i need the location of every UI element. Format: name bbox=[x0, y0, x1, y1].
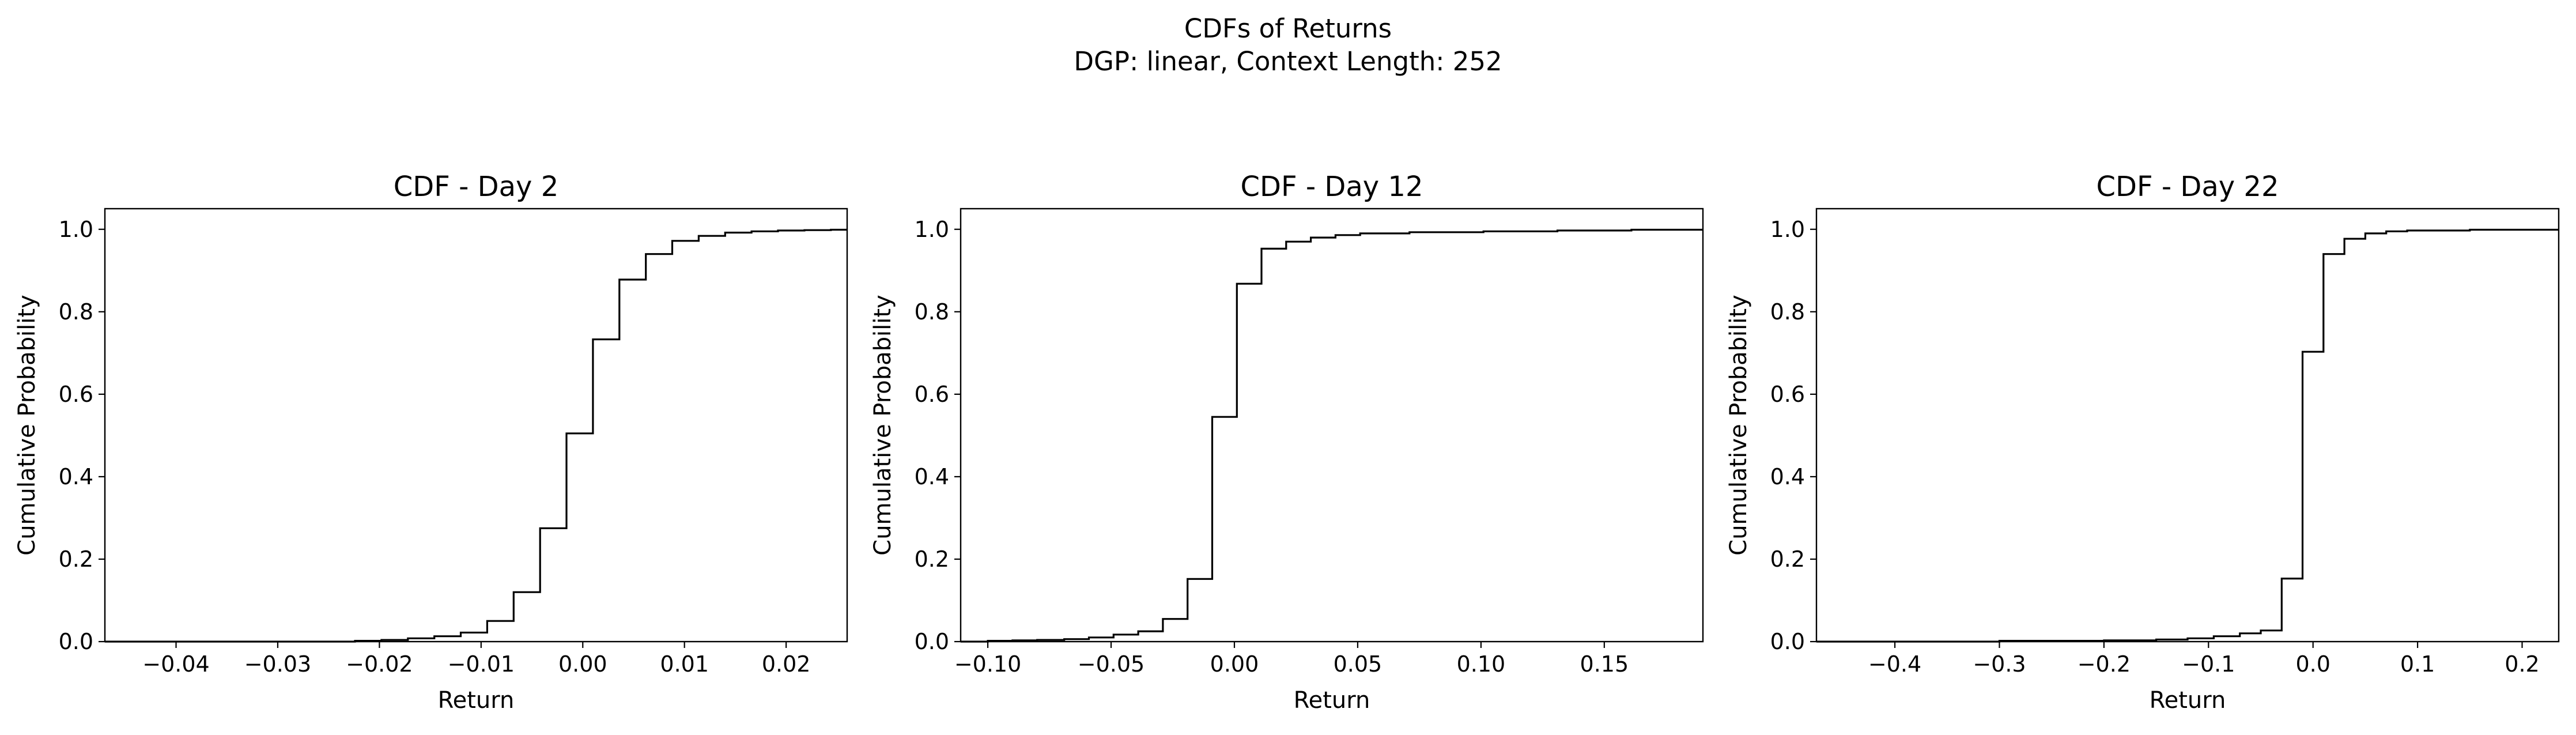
cdf-panel-day-12: CDF - Day 12 −0.10 −0.05 0.00 0.05 0.10 0.15 0.… bbox=[870, 171, 1704, 714]
x-tick-label: 0.00 bbox=[558, 651, 607, 677]
x-tick-label: 0.00 bbox=[1210, 651, 1259, 677]
y-axis-label: Cumulative Probability bbox=[870, 295, 896, 555]
cdf-step-line bbox=[105, 228, 847, 643]
figure-title: CDFs of Returns bbox=[1184, 13, 1392, 44]
y-tick-label: 0.0 bbox=[59, 629, 93, 654]
cdf-panel-day-22: CDF - Day 22 −0.4 −0.3 −0.2 −0.1 0.0 0.1 0.2 0.0… bbox=[1725, 171, 2560, 714]
y-tick-label: 0.0 bbox=[1770, 629, 1805, 654]
y-tick-label: 0.6 bbox=[915, 382, 949, 407]
y-tick-label: 0.6 bbox=[59, 382, 93, 407]
y-tick-label: 0.8 bbox=[59, 299, 93, 325]
x-tick-label: 0.05 bbox=[1334, 651, 1383, 677]
axes-frame bbox=[104, 208, 848, 643]
y-tick-label: 0.2 bbox=[59, 546, 93, 572]
x-tick-label: −0.03 bbox=[244, 651, 311, 677]
y-tick-label: 1.0 bbox=[1770, 217, 1805, 242]
x-tick-label: 0.0 bbox=[2295, 651, 2330, 677]
x-tick-label: −0.3 bbox=[1973, 651, 2026, 677]
x-tick-label: 0.01 bbox=[660, 651, 709, 677]
axes-frame bbox=[1815, 208, 2560, 643]
x-tick-label: 0.2 bbox=[2505, 651, 2539, 677]
y-tick-label: 0.4 bbox=[1770, 464, 1805, 489]
y-tick-label: 0.8 bbox=[1770, 299, 1805, 325]
y-tick-label: 0.2 bbox=[1770, 546, 1805, 572]
panel-title: CDF - Day 12 bbox=[1240, 171, 1423, 203]
y-axis-label: Cumulative Probability bbox=[14, 295, 40, 555]
y-axis-label: Cumulative Probability bbox=[1725, 295, 1752, 555]
x-tick-label: −0.10 bbox=[954, 651, 1021, 677]
x-tick-label: −0.02 bbox=[346, 651, 413, 677]
x-tick-label: 0.15 bbox=[1580, 651, 1629, 677]
x-tick-label: −0.1 bbox=[2182, 651, 2235, 677]
y-tick-label: 0.0 bbox=[915, 629, 949, 654]
figure-subtitle: DGP: linear, Context Length: 252 bbox=[1074, 46, 1502, 77]
axes-frame bbox=[960, 208, 1704, 643]
x-axis-label: Return bbox=[2150, 687, 2226, 714]
y-tick-label: 1.0 bbox=[59, 217, 93, 242]
x-tick-label: 0.1 bbox=[2400, 651, 2435, 677]
x-tick-label: −0.2 bbox=[2078, 651, 2131, 677]
panel-title: CDF - Day 22 bbox=[2096, 171, 2279, 203]
x-tick-label: 0.10 bbox=[1457, 651, 1506, 677]
y-tick-label: 0.2 bbox=[915, 546, 949, 572]
cdf-step-line bbox=[961, 228, 1703, 643]
x-tick-label: −0.04 bbox=[142, 651, 209, 677]
x-axis-label: Return bbox=[438, 687, 515, 714]
x-tick-label: −0.01 bbox=[448, 651, 515, 677]
y-tick-label: 0.4 bbox=[59, 464, 93, 489]
x-axis-label: Return bbox=[1294, 687, 1370, 714]
cdf-panel-day-2: CDF - Day 2 −0.04 −0.03 −0.02 −0.01 0.00 0.01 0… bbox=[14, 171, 848, 714]
panel-title: CDF - Day 2 bbox=[394, 171, 559, 203]
y-tick-label: 0.8 bbox=[915, 299, 949, 325]
y-tick-label: 0.4 bbox=[915, 464, 949, 489]
x-tick-label: 0.02 bbox=[762, 651, 811, 677]
y-tick-label: 0.6 bbox=[1770, 382, 1805, 407]
x-tick-label: −0.05 bbox=[1078, 651, 1145, 677]
y-tick-label: 1.0 bbox=[915, 217, 949, 242]
x-tick-label: −0.4 bbox=[1868, 651, 1921, 677]
cdf-step-line bbox=[1816, 228, 2559, 643]
